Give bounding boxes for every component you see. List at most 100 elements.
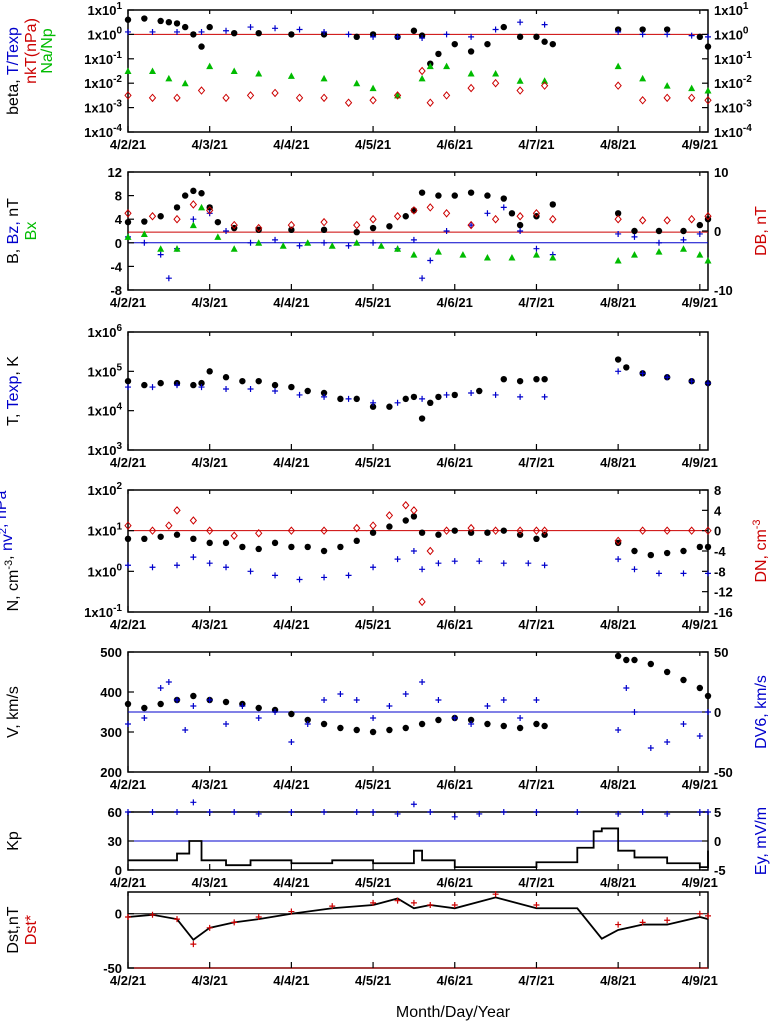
point-Na/Np (704, 87, 712, 94)
point-Na/Np (426, 62, 434, 70)
point-Na/Np (467, 69, 475, 77)
point-nkT (197, 86, 206, 95)
x-tick-label: 4/2/21 (110, 777, 146, 792)
point-B (198, 190, 205, 197)
point-Ey (190, 799, 197, 806)
point-N (410, 513, 418, 520)
point-Na/Np (255, 69, 263, 77)
point-Ey (639, 809, 646, 815)
x-tick-label: 4/3/21 (192, 973, 228, 988)
point-Texp (615, 368, 622, 375)
point-B (353, 228, 360, 236)
point-Bz (296, 242, 303, 249)
right-tick-label: -12 (714, 585, 733, 600)
point-T/Texp (174, 28, 181, 35)
point-Dst* (533, 902, 540, 909)
left-tick-label: 4 (115, 212, 123, 227)
x-tick-label: 4/5/21 (355, 455, 391, 470)
point-T/Texp (198, 28, 205, 35)
point-V (704, 692, 712, 700)
point-Bz (533, 245, 540, 252)
point-Ey (125, 809, 131, 815)
point-nkT (442, 91, 451, 100)
point-V (222, 698, 230, 706)
point-T (353, 395, 360, 403)
left-tick-label: 400 (100, 685, 122, 700)
point-nkT (467, 83, 475, 93)
point-T/Texp (149, 28, 156, 35)
point-beta (124, 16, 132, 23)
panel-p7: 0 -504/2/21 4/3/21 4/4/21 4/5/21 4/6/21 4/7/21… (5, 891, 718, 988)
point-N (467, 529, 475, 536)
point-T (288, 383, 295, 391)
point-DB (148, 211, 157, 221)
point-Bz (141, 239, 148, 246)
point-beta (704, 43, 712, 50)
x-tick-label: 4/4/21 (273, 777, 309, 792)
point-N (320, 547, 328, 555)
point-beta (190, 31, 197, 38)
point-DV6 (370, 715, 377, 721)
point-DV6 (288, 739, 295, 745)
point-Bx (173, 245, 181, 252)
point-Ey (451, 813, 458, 820)
point-DV6 (272, 709, 279, 715)
point-N (418, 529, 426, 536)
point-T/Texp (443, 31, 450, 38)
point-Bz (680, 236, 687, 243)
point-B (631, 227, 638, 235)
x-tick-label: 4/4/21 (273, 875, 309, 890)
point-Bx (655, 248, 663, 255)
point-Texp (468, 389, 475, 396)
right-tick-label: -16 (714, 605, 733, 620)
point-DB (206, 206, 214, 215)
point-Ey (705, 809, 711, 815)
point-T/Texp (664, 31, 671, 38)
left-tick-label: 1x10-3 (84, 99, 122, 116)
x-tick-label: 4/9/21 (682, 137, 718, 152)
point-T (198, 379, 205, 387)
point-nv2 (125, 562, 131, 569)
point-T/Texp (125, 28, 131, 35)
point-V (320, 720, 328, 728)
point-nkT (614, 81, 622, 90)
point-DN (614, 536, 622, 546)
point-Bz (223, 228, 230, 234)
point-nv2 (174, 562, 181, 569)
point-V (353, 726, 360, 734)
point-Bx (377, 242, 385, 249)
point-Bz (484, 210, 491, 217)
point-Dst* (174, 916, 181, 923)
point-DB (663, 216, 671, 225)
point-T (386, 403, 393, 410)
left-tick-label: -50 (103, 961, 122, 976)
point-nkT (344, 98, 353, 107)
point-N (288, 543, 295, 551)
point-Texp (296, 391, 303, 398)
right-tick-label: 0 (714, 224, 721, 239)
right-tick-label: 1x10-2 (714, 74, 752, 91)
right-tick-label: 1x10-1 (714, 50, 752, 67)
point-Bx (508, 254, 516, 261)
point-Bz (157, 251, 164, 258)
point-DV6 (647, 745, 654, 751)
x-tick-label: 4/8/21 (600, 875, 636, 890)
right-tick-label: -10 (714, 283, 733, 298)
point-Bz (500, 204, 507, 211)
point-Ey (174, 809, 181, 815)
x-tick-label: 4/3/21 (192, 777, 228, 792)
point-V (533, 720, 540, 728)
left-tick-label: 1x105 (88, 362, 123, 379)
point-Dst* (255, 913, 262, 920)
point-T (623, 364, 630, 371)
left-axis-label: V, km/s (5, 686, 22, 738)
point-nv2 (321, 574, 328, 581)
left-axis-label: beta, T/Texp (5, 27, 22, 115)
point-DB (410, 206, 418, 215)
right-tick-label: 8 (714, 483, 721, 498)
point-V (614, 652, 622, 660)
point-nkT (393, 91, 402, 100)
left-tick-label: 12 (108, 165, 122, 180)
point-Na/Np (541, 77, 549, 84)
left-tick-label: 0 (115, 236, 122, 251)
